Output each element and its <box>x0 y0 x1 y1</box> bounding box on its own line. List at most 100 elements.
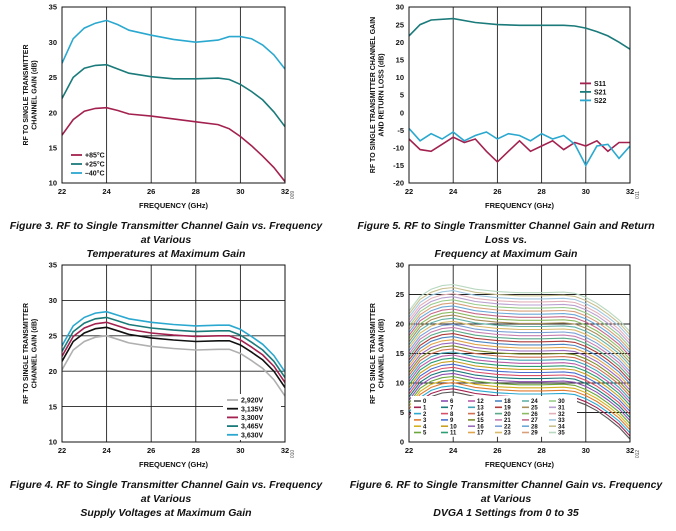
f6-legend-label-10: 10 <box>450 424 457 430</box>
f6-ylabel-line-2: CHANNEL GAIN (dB) <box>378 319 385 388</box>
caption-f5-line-2: Frequency at Maximum Gain <box>434 248 578 260</box>
caption-f6-line-2: DVGA 1 Settings from 0 to 35 <box>433 507 579 519</box>
f5-ytick-label-15: 15 <box>396 56 404 65</box>
f4-xtick-label-32: 32 <box>281 446 289 455</box>
f6-ytick-label-5: 5 <box>400 408 404 417</box>
f6-legend-label-32: 32 <box>558 412 565 418</box>
f6-setting-28-line <box>409 305 630 354</box>
f4-xlabel: FREQUENCY (GHz) <box>139 460 209 469</box>
f5-ylabel-line-1: RF TO SINGLE TRANSMITTER CHANNEL GAIN <box>370 17 377 173</box>
f4-figure-code: 010 <box>290 450 296 459</box>
f6-xtick-label-26: 26 <box>493 446 501 455</box>
f3-legend-label-1: +85°C <box>85 152 105 160</box>
f6-legend-label-16: 16 <box>477 424 484 430</box>
f3-ytick-label-15: 15 <box>49 144 57 153</box>
f3-ytick-label-35: 35 <box>49 3 57 12</box>
caption-f6-line-1: Figure 6. RF to Single Transmitter Chann… <box>349 479 663 505</box>
f6-setting-30-line <box>409 299 630 348</box>
f6-legend-label-21: 21 <box>504 418 511 424</box>
f6-ytick-label-0: 0 <box>400 438 404 447</box>
f3-ylabel-line-2: CHANNEL GAIN (dB) <box>31 60 38 129</box>
f6-legend-label-0: 0 <box>423 399 427 405</box>
f6-legend-label-12: 12 <box>477 399 484 405</box>
f5-figure-code: 011 <box>635 191 641 199</box>
f6-xtick-label-28: 28 <box>537 446 545 455</box>
f6-setting-33-line <box>409 290 630 339</box>
f6-legend-label-2: 2 <box>423 412 427 418</box>
f5-ylabel-line-2: AND RETURN LOSS (dB) <box>378 53 385 136</box>
f4-legend-label-3: 3,300V <box>241 415 264 422</box>
f4-ytick-label-15: 15 <box>49 402 57 411</box>
f4-ytick-label-10: 10 <box>49 438 57 447</box>
f6-legend-label-35: 35 <box>558 431 565 437</box>
f6-legend-label-34: 34 <box>558 424 565 430</box>
f3-series-group <box>62 19 285 183</box>
f4-xtick-label-30: 30 <box>236 446 244 455</box>
f6-setting-24-line <box>409 317 630 366</box>
f6-legend-label-7: 7 <box>450 406 454 412</box>
f6-setting-13-line <box>409 351 630 400</box>
f6-setting-21-line <box>409 326 630 375</box>
f4-series-3-line <box>62 321 285 383</box>
f4-legend-label-5: 3,630V <box>241 432 264 439</box>
chart-f4-gain-vs-supply-voltage: 22 24 26 28 30 32 10 15 20 25 30 35 FREQUENCY (GHz) R… <box>23 261 296 469</box>
f3-xtick-label-22: 22 <box>58 187 66 196</box>
f5-ytick-label-20: 20 <box>396 38 404 47</box>
caption-f6: Figure 6. RF to Single Transmitter Chann… <box>346 478 666 520</box>
f5-xtick-label-32: 32 <box>626 187 634 196</box>
f6-legend-label-1: 1 <box>423 406 427 412</box>
f6-setting-4-line <box>409 379 630 428</box>
f6-legend-label-31: 31 <box>558 406 565 412</box>
f3-ytick-label-25: 25 <box>49 73 57 82</box>
f6-legend-label-13: 13 <box>477 406 484 412</box>
f6-ytick-label-25: 25 <box>396 290 404 299</box>
f6-legend-label-30: 30 <box>558 399 565 405</box>
f4-series-group <box>62 310 285 397</box>
f3-series-1-line <box>62 106 285 183</box>
f5-xlabel: FREQUENCY (GHz) <box>485 201 555 210</box>
f6-legend-label-8: 8 <box>450 412 454 418</box>
f6-setting-26-line <box>409 311 630 360</box>
f4-ytick-label-20: 20 <box>49 367 57 376</box>
f3-figure-code: 009 <box>290 191 296 200</box>
caption-f5: Figure 5. RF to Single Transmitter Chann… <box>346 219 666 261</box>
caption-f4-line-1: Figure 4. RF to Single Transmitter Chann… <box>9 479 323 505</box>
f5-series-3-line <box>409 127 630 168</box>
f6-setting-31-line <box>409 296 630 345</box>
f6-setting-19-line <box>409 333 630 382</box>
f6-legend-label-33: 33 <box>558 418 565 424</box>
f3-xtick-label-30: 30 <box>236 187 244 196</box>
f3-xlabel: FREQUENCY (GHz) <box>139 201 209 210</box>
f4-series-5-line <box>62 310 285 373</box>
f6-legend-label-9: 9 <box>450 418 454 424</box>
f6-xtick-label-30: 30 <box>582 446 590 455</box>
f6-setting-2-line <box>409 385 630 434</box>
f6-xtick-label-32: 32 <box>626 446 634 455</box>
f6-setting-6-line <box>409 372 630 421</box>
f3-ylabel-line-1: RF TO SINGLE TRANSMITTER <box>23 45 30 146</box>
f6-ytick-label-30: 30 <box>396 261 404 270</box>
f6-legend-box <box>411 396 577 437</box>
f6-setting-34-line <box>409 286 630 336</box>
f5-ytick-label-25: 25 <box>396 20 404 29</box>
f5-ytick-label--10: -10 <box>393 144 404 153</box>
f6-legend-label-11: 11 <box>450 431 457 437</box>
f6-legend-label-24: 24 <box>531 399 538 405</box>
f6-legend-label-22: 22 <box>504 424 511 430</box>
f6-setting-20-line <box>409 329 630 379</box>
f4-ytick-label-30: 30 <box>49 296 57 305</box>
f6-setting-18-line <box>409 336 630 385</box>
f6-setting-14-line <box>409 348 630 397</box>
f6-setting-12-line <box>409 354 630 403</box>
f4-xtick-label-24: 24 <box>102 446 111 455</box>
f6-xtick-label-24: 24 <box>449 446 458 455</box>
f5-ytick-label-5: 5 <box>400 91 404 100</box>
f6-legend-label-23: 23 <box>504 431 511 437</box>
f5-series-1-line <box>409 136 630 164</box>
f5-ytick-label--5: -5 <box>397 126 404 135</box>
f4-series-4-line <box>62 316 285 379</box>
f3-legend-label-3: –40°C <box>85 170 105 178</box>
f4-xtick-label-28: 28 <box>192 446 200 455</box>
f6-legend-label-26: 26 <box>531 412 538 418</box>
f6-legend-label-27: 27 <box>531 418 538 424</box>
